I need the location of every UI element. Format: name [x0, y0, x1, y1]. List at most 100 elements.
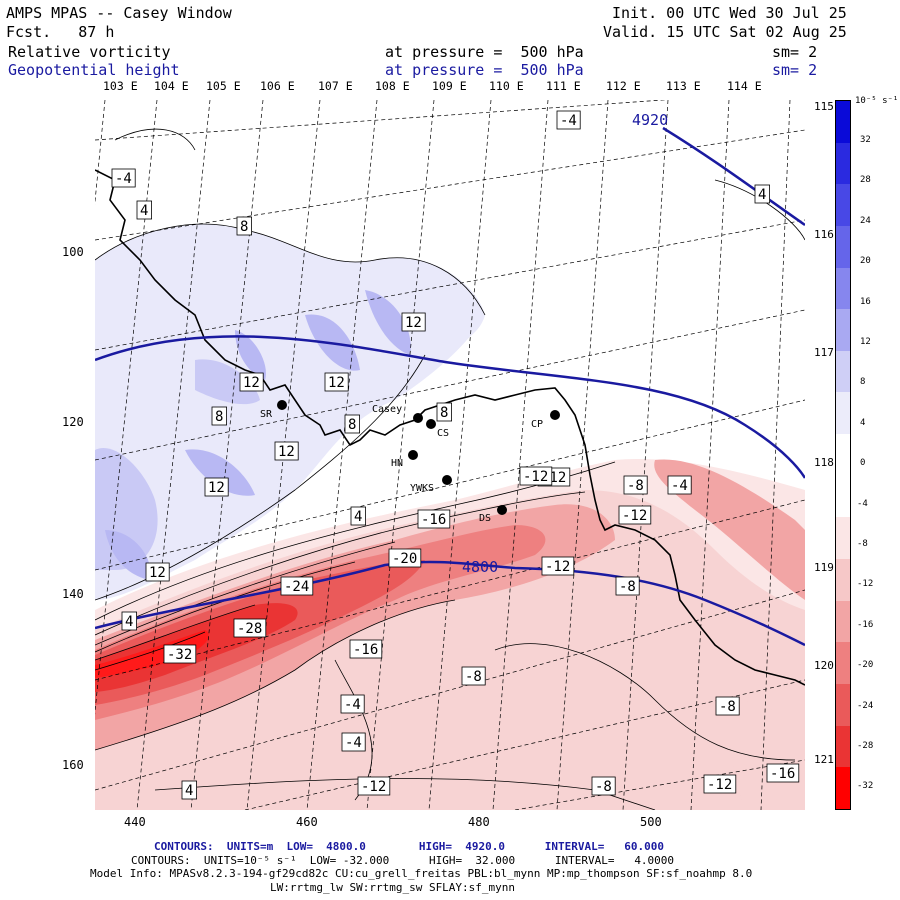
vorticity-label: -8: [719, 699, 736, 715]
vorticity-label: -28: [237, 621, 262, 637]
vorticity-label-box: [111, 168, 136, 188]
station-marker: [550, 410, 560, 420]
height-contour-4920: [662, 126, 805, 227]
coastline: [95, 169, 805, 686]
vorticity-label-box: [357, 776, 391, 796]
vorticity-label-box: [324, 372, 349, 392]
stations: [277, 400, 560, 515]
vorticity-label: -16: [421, 512, 446, 528]
vorticity-label: 8: [440, 405, 448, 421]
vorticity-label: -24: [284, 579, 309, 595]
height-contour-4860: [95, 335, 805, 479]
colorbar-tick-label: -16: [857, 619, 874, 630]
vorticity-label: 4: [125, 614, 133, 630]
vorticity-label: -12: [545, 559, 570, 575]
vorticity-label-box: [519, 466, 553, 486]
vorticity-label-box: [204, 477, 229, 497]
field1-name: Relative vorticity: [8, 43, 171, 61]
lon-label: 107 E: [318, 79, 353, 93]
colorbar-segment: [836, 392, 850, 435]
y-axis-label: 140: [62, 587, 84, 601]
vorticity-label-box: [388, 548, 422, 568]
vorticity-labels: -4 4 -4 4 8 12 12 12 8 8 12 12 12 8 -12 -8 -4 -12 -16 4 -20 -…: [111, 110, 800, 800]
vorticity-label-box: [163, 644, 197, 664]
colorbar-segment: [836, 559, 850, 601]
station-marker: [277, 400, 287, 410]
valid-time: Valid. 15 UTC Sat 02 Aug 25: [603, 23, 847, 41]
vorticity-label: 4: [140, 203, 148, 219]
vorticity-label: -4: [115, 171, 132, 187]
lon-label: 113 E: [666, 79, 701, 93]
station-marker: [413, 413, 423, 423]
init-time: Init. 00 UTC Wed 30 Jul 25: [612, 4, 847, 22]
height-contour-4800: [95, 560, 805, 647]
colorbar-tick-label: 20: [860, 256, 871, 267]
vorticity-label-box: [280, 576, 314, 596]
y-axis-label: 120: [62, 415, 84, 429]
station-marker: [408, 450, 418, 460]
height-label: 4920: [632, 111, 668, 129]
vorticity-label: -16: [353, 642, 378, 658]
vorticity-label: -20: [392, 551, 417, 567]
colorbar: [835, 100, 851, 810]
colorbar-tick-label: 8: [860, 377, 866, 388]
vorticity-label: -12: [707, 777, 732, 793]
colorbar-tick-label: -28: [857, 740, 874, 751]
colorbar-segment: [836, 642, 850, 684]
vorticity-label: -8: [627, 478, 644, 494]
colorbar-unit: 10⁻⁵ s⁻¹: [855, 96, 899, 106]
colorbar-segment: [836, 267, 850, 310]
colorbar-segment: [836, 767, 850, 809]
vorticity-label-box: [556, 110, 581, 130]
footer-height-contours: CONTOURS: UNITS=m LOW= 4800.0 HIGH= 4920…: [154, 840, 664, 853]
colorbar-tick-label: -8: [857, 538, 868, 549]
vorticity-label-box: [618, 505, 652, 525]
lon-label: 110 E: [489, 79, 524, 93]
vorticity-label-box: [181, 780, 198, 800]
colorbar-segment: [836, 517, 850, 560]
station-label: YWKS: [410, 483, 434, 494]
lon-label: 104 E: [154, 79, 189, 93]
field1-level: at pressure = 500 hPa: [385, 43, 584, 61]
x-axis-label: 500: [640, 815, 662, 829]
vorticity-label-box: [766, 763, 800, 783]
vorticity-label: -4: [671, 478, 688, 494]
colorbar-segment: [836, 725, 850, 768]
lon-label: 103 E: [103, 79, 138, 93]
station-label: CP: [531, 419, 543, 430]
vorticity-label-box: [341, 732, 366, 752]
vorticity-label: -4: [345, 735, 362, 751]
colorbar-tick-label: 32: [860, 135, 871, 145]
vorticity-label: 12: [149, 565, 166, 581]
colorbar-segment: [836, 600, 850, 643]
field2-name: Geopotential height: [8, 61, 180, 79]
vorticity-label: -8: [619, 579, 636, 595]
vorticity-label: -4: [344, 697, 361, 713]
vorticity-label-box: [667, 475, 692, 495]
colorbar-tick-label: 4: [860, 417, 866, 428]
station-label: DS: [479, 513, 491, 524]
vorticity-label-box: [145, 562, 170, 582]
x-axis-label: 480: [468, 815, 490, 829]
footer-model-info-2: LW:rrtmg_lw SW:rrtmg_sw SFLAY:sf_mynn: [270, 881, 516, 894]
vorticity-label: 4: [185, 783, 193, 799]
vorticity-label: -12: [361, 779, 386, 795]
vorticity-label-box: [615, 576, 640, 596]
lon-label: 109 E: [432, 79, 467, 93]
vorticity-label-box: [417, 509, 451, 529]
y-axis-label: 160: [62, 758, 84, 772]
vorticity-label-box: [350, 506, 367, 526]
vorticity-label: 8: [348, 417, 356, 433]
vorticity-label-box: [236, 216, 253, 236]
colorbar-tick-label: -4: [857, 498, 868, 509]
vorticity-label-box: [121, 611, 138, 631]
vorticity-label-box: [340, 694, 365, 714]
vorticity-label: -16: [770, 766, 795, 782]
forecast-hour: Fcst. 87 h: [6, 23, 115, 41]
x-axis-label: 440: [124, 815, 146, 829]
vorticity-label-box: [233, 618, 267, 638]
colorbar-tick-label: 16: [860, 296, 871, 307]
station-label: CS: [437, 428, 449, 439]
footer-model-info: Model Info: MPASv8.2.3-194-gf29cd82c CU:…: [90, 867, 753, 880]
station-marker: [497, 505, 507, 515]
